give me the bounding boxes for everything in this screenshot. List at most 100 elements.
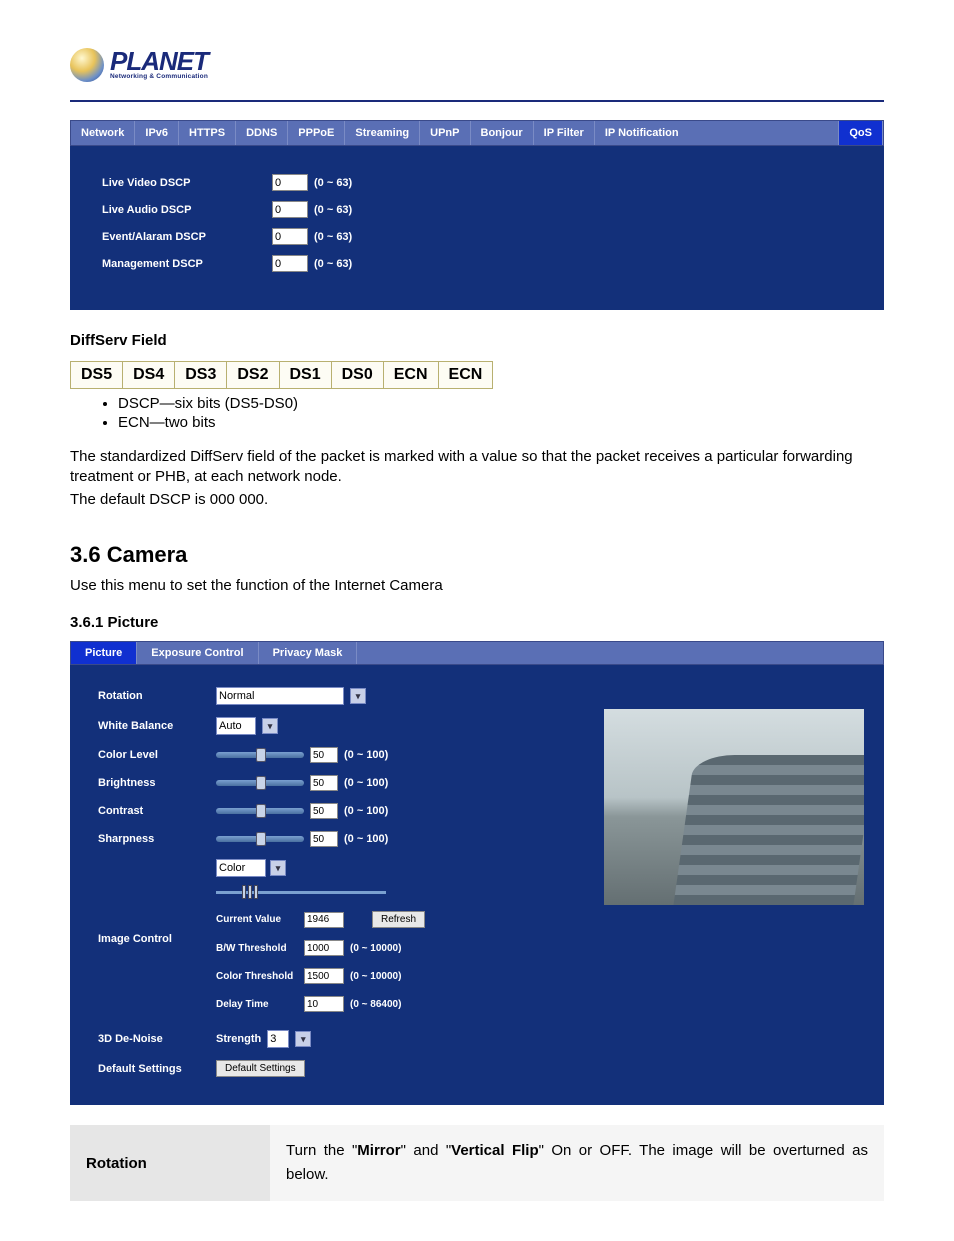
logo-globe-icon	[70, 48, 104, 82]
diffserv-cell: DS3	[175, 362, 227, 389]
color-threshold-label: Color Threshold	[216, 971, 298, 982]
diffserv-cell: DS4	[123, 362, 175, 389]
desc-bold: Mirror	[357, 1142, 400, 1159]
qos-input[interactable]	[272, 174, 308, 191]
slider-track[interactable]	[216, 808, 304, 814]
slider-thumb[interactable]	[256, 804, 266, 818]
delay-time-label: Delay Time	[216, 999, 298, 1010]
tabstrip-filler	[357, 642, 883, 664]
slider-track[interactable]	[216, 752, 304, 758]
chevron-down-icon[interactable]: ▾	[350, 688, 366, 704]
refresh-button[interactable]: Refresh	[372, 911, 425, 928]
tab-picture[interactable]: Picture	[71, 642, 137, 664]
picture-tabstrip: PictureExposure ControlPrivacy Mask	[70, 641, 884, 665]
diffserv-cell: DS1	[279, 362, 331, 389]
tab-network[interactable]: Network	[71, 121, 135, 145]
bw-threshold-range: (0 ~ 10000)	[350, 943, 401, 954]
tab-ip-notification[interactable]: IP Notification	[595, 121, 840, 145]
delay-time-input[interactable]	[304, 996, 344, 1012]
diffserv-cell: DS0	[331, 362, 383, 389]
qos-range: (0 ~ 63)	[314, 231, 352, 243]
description-table: Rotation Turn the "Mirror" and "Vertical…	[70, 1125, 884, 1201]
qos-label: Event/Alaram DSCP	[102, 231, 272, 243]
picture-panel: Rotation ▾ White Balance ▾ Color Level (0…	[70, 665, 884, 1105]
slider-value-input[interactable]	[310, 803, 338, 819]
slider-track[interactable]	[216, 836, 304, 842]
rotation-label: Rotation	[98, 690, 216, 702]
diffserv-table: DS5DS4DS3DS2DS1DS0ECNECN	[70, 361, 493, 389]
tab-https[interactable]: HTTPS	[179, 121, 236, 145]
default-settings-button[interactable]: Default Settings	[216, 1060, 305, 1077]
qos-label: Live Video DSCP	[102, 177, 272, 189]
tab-exposure-control[interactable]: Exposure Control	[137, 642, 258, 664]
qos-input[interactable]	[272, 228, 308, 245]
chevron-down-icon[interactable]: ▾	[270, 860, 286, 876]
camera-intro: Use this menu to set the function of the…	[70, 576, 884, 596]
image-control-select[interactable]	[216, 859, 266, 877]
tab-upnp[interactable]: UPnP	[420, 121, 470, 145]
current-value-label: Current Value	[216, 914, 298, 925]
tab-pppoe[interactable]: PPPoE	[288, 121, 345, 145]
rotation-select[interactable]	[216, 687, 344, 705]
tab-privacy-mask[interactable]: Privacy Mask	[259, 642, 358, 664]
logo: PLANET Networking & Communication	[70, 48, 884, 82]
diffserv-heading: DiffServ Field	[70, 332, 884, 349]
diffserv-cell: DS5	[71, 362, 123, 389]
diffserv-cell: ECN	[383, 362, 438, 389]
tab-ipv6[interactable]: IPv6	[135, 121, 179, 145]
qos-input[interactable]	[272, 255, 308, 272]
slider-label: Color Level	[98, 749, 216, 761]
desc-rotation-key: Rotation	[70, 1125, 270, 1201]
color-threshold-range: (0 ~ 10000)	[350, 971, 401, 982]
slider-label: Contrast	[98, 805, 216, 817]
white-balance-select[interactable]	[216, 717, 256, 735]
tab-bonjour[interactable]: Bonjour	[471, 121, 534, 145]
slider-range: (0 ~ 100)	[344, 749, 388, 761]
slider-thumb[interactable]	[256, 832, 266, 846]
logo-main: PLANET	[110, 50, 208, 73]
tab-qos[interactable]: QoS	[839, 121, 883, 145]
denoise-label: 3D De-Noise	[98, 1033, 216, 1045]
slider-label: Brightness	[98, 777, 216, 789]
slider-label: Sharpness	[98, 833, 216, 845]
current-value-input[interactable]	[304, 912, 344, 928]
image-control-label: Image Control	[98, 933, 216, 945]
desc-text: Turn the "	[286, 1142, 357, 1159]
slider-range: (0 ~ 100)	[344, 777, 388, 789]
bw-threshold-input[interactable]	[304, 940, 344, 956]
diffserv-bullet: ECN—two bits	[118, 414, 884, 431]
slider-track[interactable]	[216, 780, 304, 786]
tab-ddns[interactable]: DDNS	[236, 121, 288, 145]
camera-preview-image	[604, 709, 864, 905]
tab-streaming[interactable]: Streaming	[345, 121, 420, 145]
slider-value-input[interactable]	[310, 775, 338, 791]
qos-tabstrip: NetworkIPv6HTTPSDDNSPPPoEStreamingUPnPBo…	[70, 120, 884, 146]
delay-time-range: (0 ~ 86400)	[350, 999, 401, 1010]
color-threshold-input[interactable]	[304, 968, 344, 984]
qos-range: (0 ~ 63)	[314, 177, 352, 189]
slider-value-input[interactable]	[310, 747, 338, 763]
diffserv-bullets: DSCP—six bits (DS5-DS0)ECN—two bits	[118, 395, 884, 431]
white-balance-label: White Balance	[98, 720, 216, 732]
desc-text: " and "	[401, 1142, 452, 1159]
slider-thumb[interactable]	[256, 776, 266, 790]
tab-ip-filter[interactable]: IP Filter	[534, 121, 595, 145]
slider-value-input[interactable]	[310, 831, 338, 847]
qos-range: (0 ~ 63)	[314, 204, 352, 216]
header-rule	[70, 100, 884, 102]
chevron-down-icon[interactable]: ▾	[295, 1031, 311, 1047]
qos-panel: Live Video DSCP (0 ~ 63) Live Audio DSCP (0…	[70, 146, 884, 310]
qos-label: Management DSCP	[102, 258, 272, 270]
strength-label: Strength	[216, 1033, 261, 1045]
diffserv-para-2: The default DSCP is 000 000.	[70, 490, 884, 510]
denoise-strength-select[interactable]	[267, 1030, 289, 1048]
qos-input[interactable]	[272, 201, 308, 218]
chevron-down-icon[interactable]: ▾	[262, 718, 278, 734]
picture-heading: 3.6.1 Picture	[70, 614, 884, 631]
qos-label: Live Audio DSCP	[102, 204, 272, 216]
slider-thumb[interactable]	[256, 748, 266, 762]
diffserv-para-1: The standardized DiffServ field of the p…	[70, 447, 884, 488]
qos-range: (0 ~ 63)	[314, 258, 352, 270]
image-control-scale[interactable]	[216, 887, 386, 897]
camera-heading: 3.6 Camera	[70, 542, 884, 568]
